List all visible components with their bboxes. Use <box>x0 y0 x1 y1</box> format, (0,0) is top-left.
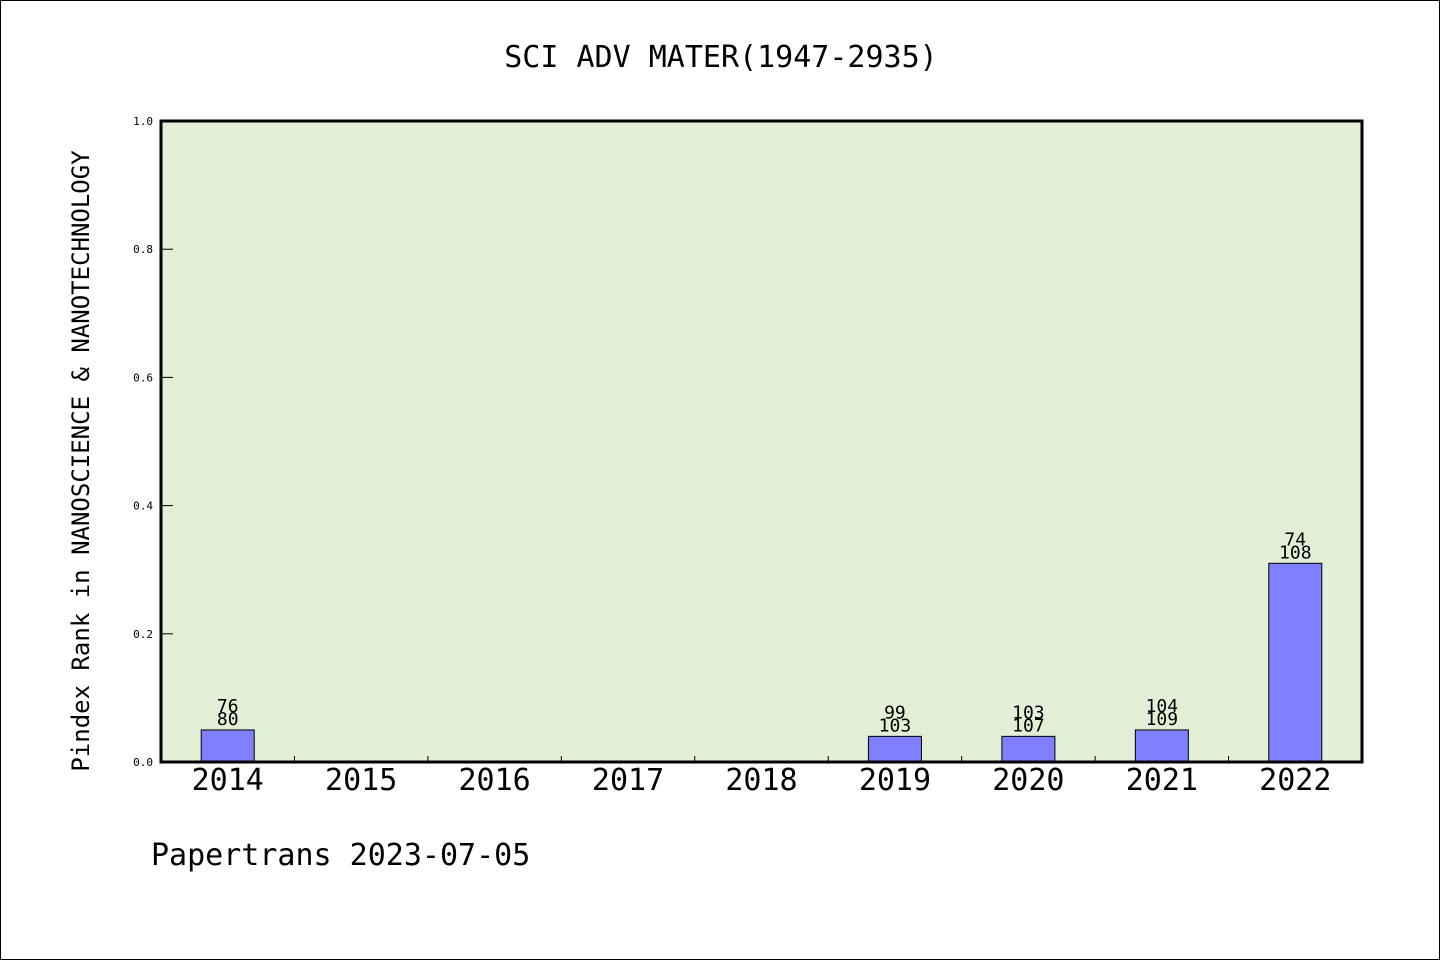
x-tick-label: 2019 <box>859 763 931 798</box>
footer-credit: Papertrans 2023-07-05 <box>151 838 530 873</box>
y-tick-label: 0.0 <box>133 756 153 769</box>
bar-value-label: 108 <box>1279 542 1312 563</box>
x-tick-label: 2017 <box>592 763 664 798</box>
bar-2020 <box>1001 735 1056 763</box>
x-tick-label: 2016 <box>458 763 530 798</box>
bar-2014 <box>200 729 255 763</box>
x-tick-label: 2015 <box>325 763 397 798</box>
bar-value-label: 80 <box>217 709 239 730</box>
chart-title: SCI ADV MATER(1947-2935) <box>504 40 937 75</box>
bar-value-label: 74 <box>1284 529 1306 550</box>
y-tick-label: 0.2 <box>133 628 153 641</box>
bar-2021 <box>1134 729 1189 763</box>
bar-value-label: 104 <box>1146 696 1179 717</box>
bar-value-label: 107 <box>1012 715 1045 736</box>
y-tick-label: 1.0 <box>133 115 153 128</box>
y-tick-label: 0.4 <box>133 500 153 513</box>
bars-group <box>200 562 1323 763</box>
bar-value-label: 109 <box>1146 709 1179 730</box>
plot-border <box>159 119 1364 764</box>
x-tick-label: 2014 <box>192 763 264 798</box>
bar-2019 <box>867 735 922 763</box>
x-tick-label: 2018 <box>725 763 797 798</box>
bar-value-label: 103 <box>1012 702 1045 723</box>
bar-2022 <box>1268 562 1323 763</box>
y-axis-title: Pindex Rank in NANOSCIENCE & NANOTECHNOL… <box>67 150 95 772</box>
x-tick-label: 2022 <box>1259 763 1331 798</box>
x-tick-label: 2021 <box>1126 763 1198 798</box>
y-tick-label: 0.8 <box>133 243 153 256</box>
y-tick-label: 0.6 <box>133 371 153 384</box>
x-tick-label: 2020 <box>992 763 1064 798</box>
plot-area <box>161 121 1362 762</box>
bar-value-label: 103 <box>879 715 912 736</box>
bar-value-label: 76 <box>217 696 239 717</box>
bar-value-label: 99 <box>884 702 906 723</box>
x-axis: 2014 2015 2016 2017 2018 2019 2020 2021 2022 <box>192 756 1331 798</box>
